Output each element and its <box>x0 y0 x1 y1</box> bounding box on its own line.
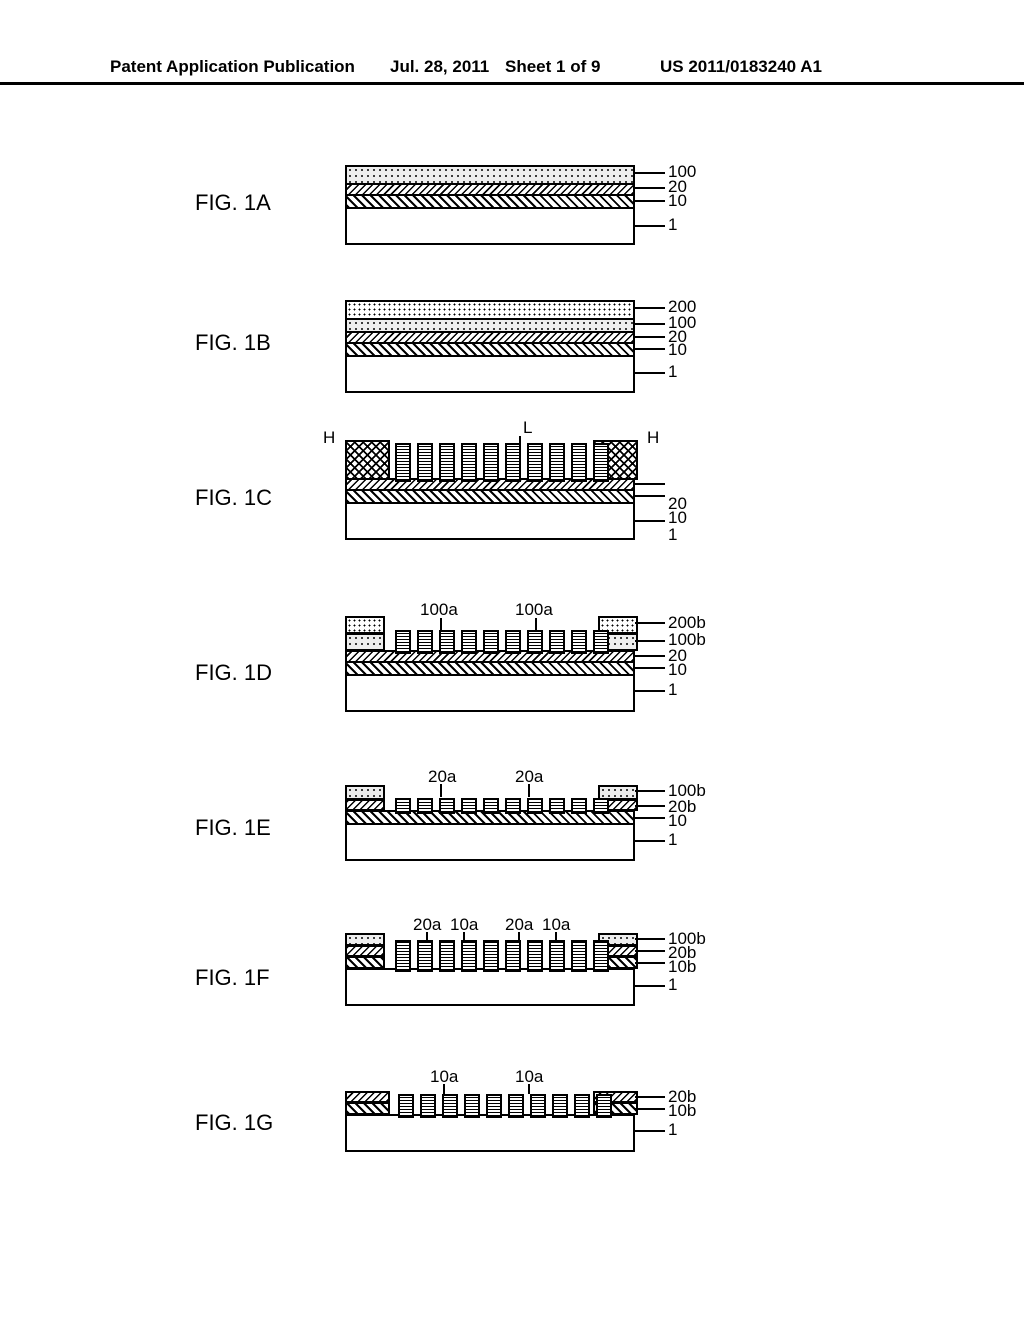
ref: 10b <box>668 1101 696 1121</box>
ref: 10b <box>668 957 696 977</box>
layer-1d <box>345 674 635 712</box>
layer-20b <box>345 331 635 342</box>
fig-label-1d: FIG. 1D <box>195 660 272 686</box>
fig-label-1g: FIG. 1G <box>195 1110 273 1136</box>
layer-200 <box>345 300 635 318</box>
layer-10b <box>345 342 635 355</box>
fig-label-1a: FIG. 1A <box>195 190 271 216</box>
header-center: Jul. 28, 2011 <box>390 57 489 77</box>
header-left: Patent Application Publication <box>110 57 355 77</box>
layer-20 <box>345 183 635 194</box>
layer-1f <box>345 968 635 1006</box>
layer-1 <box>345 207 635 245</box>
periodic-blocks-f <box>395 940 609 972</box>
fig-label-1f: FIG. 1F <box>195 965 270 991</box>
header-rule: Patent Application Publication Jul. 28, … <box>0 82 1024 115</box>
ref-10: 10 <box>668 191 687 211</box>
layer-1e <box>345 823 635 861</box>
block-200b-l <box>345 616 385 634</box>
periodic-blocks <box>395 443 609 482</box>
block-20b-l <box>345 799 385 811</box>
ref-100a: 100a <box>515 600 553 620</box>
block-h-left <box>345 440 390 480</box>
layer-10c <box>345 489 635 502</box>
ref: 1 <box>668 680 677 700</box>
label-h: H <box>323 428 335 448</box>
ref-1: 1 <box>668 215 677 235</box>
ref: 10 <box>668 340 687 360</box>
ref: 1 <box>668 525 677 545</box>
ref: 1 <box>668 362 677 382</box>
block-100b-l <box>345 785 385 800</box>
label-h: H <box>647 428 659 448</box>
periodic-blocks-g <box>398 1094 612 1118</box>
layer-10d <box>345 661 635 674</box>
label-l: L <box>523 418 532 438</box>
layer-1g <box>345 1114 635 1152</box>
block-100b-lf <box>345 933 385 946</box>
ref: 1 <box>668 830 677 850</box>
ref: 1 <box>668 975 677 995</box>
header-sheet: Sheet 1 of 9 <box>505 57 600 77</box>
layer-1c <box>345 502 635 540</box>
block-10b-lg <box>345 1102 390 1115</box>
page: Patent Application Publication Jul. 28, … <box>0 0 1024 1320</box>
block-100b-l <box>345 633 385 651</box>
header-right: US 2011/0183240 A1 <box>660 57 822 77</box>
ref-100a: 100a <box>420 600 458 620</box>
ref: 10 <box>668 811 687 831</box>
ref: 1 <box>668 1120 677 1140</box>
ref-20a: 20a <box>428 767 456 787</box>
block-20b-lf <box>345 945 385 957</box>
fig-label-1c: FIG. 1C <box>195 485 272 511</box>
periodic-blocks-e <box>395 798 609 814</box>
block-20b-lg <box>345 1091 390 1103</box>
fig-label-1b: FIG. 1B <box>195 330 271 356</box>
layer-100 <box>345 165 635 183</box>
ref: 10 <box>668 660 687 680</box>
layer-100b <box>345 318 635 331</box>
layer-10 <box>345 194 635 207</box>
block-10b-l <box>345 956 385 969</box>
fig-label-1e: FIG. 1E <box>195 815 271 841</box>
layer-1b <box>345 355 635 393</box>
periodic-blocks-d <box>395 630 609 654</box>
